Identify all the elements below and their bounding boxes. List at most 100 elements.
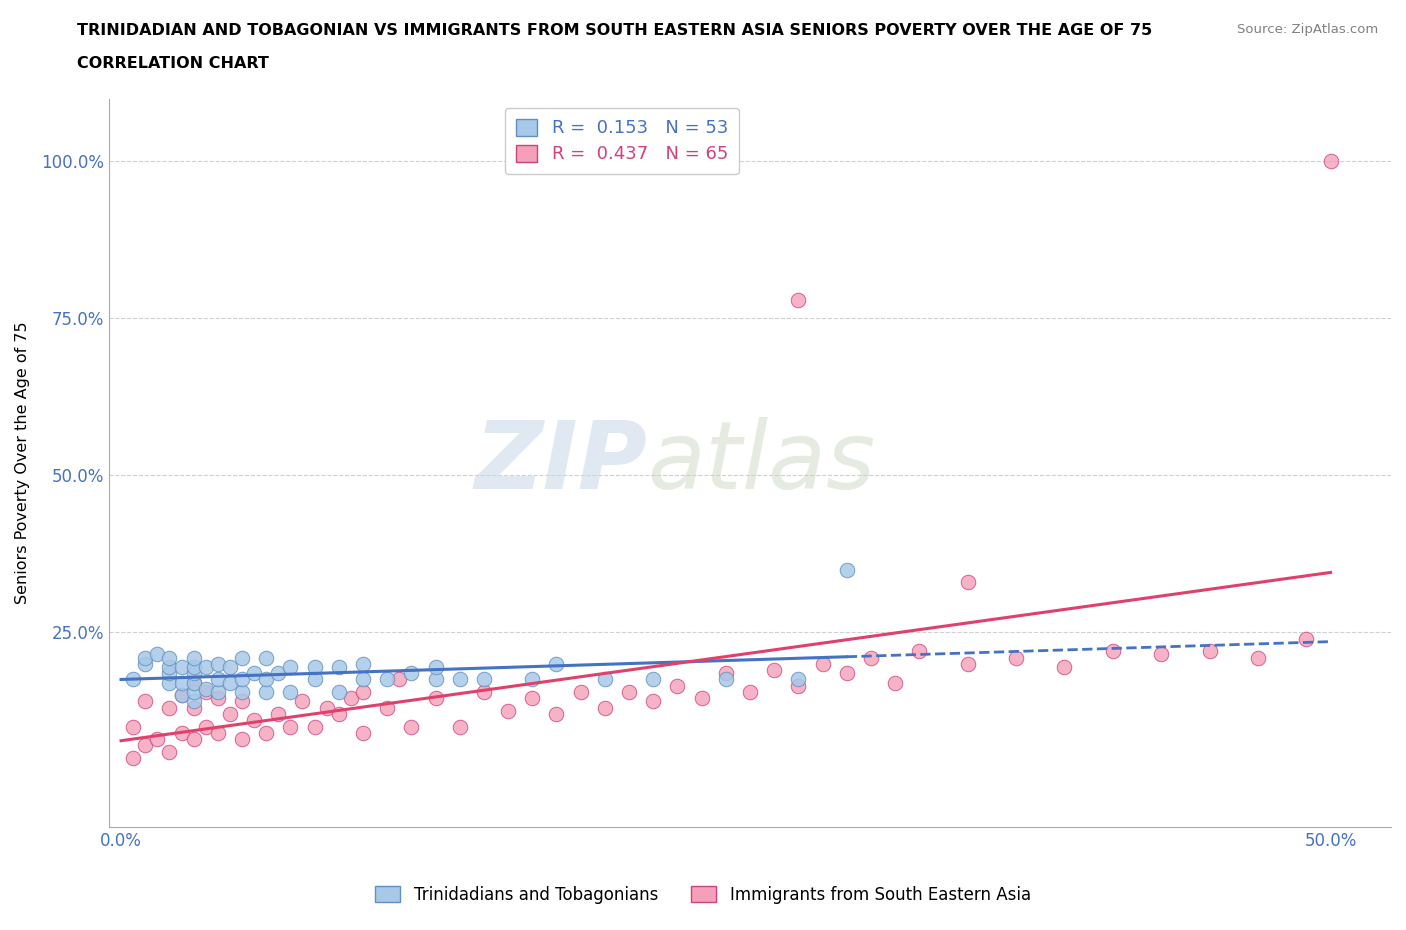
Point — [207, 672, 229, 687]
Point — [134, 657, 156, 671]
Point — [496, 703, 519, 718]
Point — [690, 691, 713, 706]
Point — [134, 738, 156, 753]
Point — [472, 672, 495, 687]
Point — [243, 666, 266, 681]
Point — [787, 672, 810, 687]
Point — [159, 650, 181, 665]
Text: TRINIDADIAN AND TOBAGONIAN VS IMMIGRANTS FROM SOUTH EASTERN ASIA SENIORS POVERTY: TRINIDADIAN AND TOBAGONIAN VS IMMIGRANTS… — [77, 23, 1153, 38]
Point — [219, 659, 242, 674]
Point — [340, 691, 363, 706]
Point — [231, 694, 253, 709]
Point — [401, 719, 423, 734]
Point — [787, 292, 810, 307]
Point — [231, 672, 253, 687]
Point — [1101, 644, 1123, 658]
Point — [254, 725, 277, 740]
Point — [267, 666, 290, 681]
Point — [304, 659, 326, 674]
Point — [1247, 650, 1270, 665]
Point — [352, 684, 374, 699]
Point — [1053, 659, 1076, 674]
Point — [569, 684, 592, 699]
Point — [328, 707, 350, 722]
Point — [811, 657, 834, 671]
Y-axis label: Seniors Poverty Over the Age of 75: Seniors Poverty Over the Age of 75 — [15, 322, 30, 604]
Point — [352, 725, 374, 740]
Point — [219, 675, 242, 690]
Point — [183, 666, 205, 681]
Point — [546, 657, 568, 671]
Point — [183, 684, 205, 699]
Point — [1150, 647, 1173, 662]
Point — [159, 744, 181, 759]
Point — [787, 678, 810, 693]
Point — [956, 657, 979, 671]
Point — [194, 659, 217, 674]
Point — [207, 725, 229, 740]
Point — [194, 684, 217, 699]
Point — [738, 684, 761, 699]
Point — [280, 659, 302, 674]
Point — [146, 647, 169, 662]
Point — [194, 682, 217, 697]
Point — [254, 672, 277, 687]
Point — [159, 700, 181, 715]
Point — [593, 700, 616, 715]
Point — [170, 675, 193, 690]
Point — [146, 732, 169, 747]
Point — [835, 562, 858, 577]
Point — [375, 700, 398, 715]
Legend: R =  0.153   N = 53, R =  0.437   N = 65: R = 0.153 N = 53, R = 0.437 N = 65 — [505, 108, 740, 174]
Point — [183, 675, 205, 690]
Point — [449, 719, 471, 734]
Point — [328, 684, 350, 699]
Point — [231, 732, 253, 747]
Point — [449, 672, 471, 687]
Point — [388, 672, 411, 687]
Point — [859, 650, 882, 665]
Point — [122, 751, 145, 765]
Point — [352, 672, 374, 687]
Point — [643, 672, 665, 687]
Point — [170, 725, 193, 740]
Point — [714, 666, 737, 681]
Point — [425, 691, 447, 706]
Point — [375, 672, 398, 687]
Point — [183, 659, 205, 674]
Point — [315, 700, 337, 715]
Point — [522, 691, 544, 706]
Point — [1319, 154, 1341, 169]
Point — [352, 657, 374, 671]
Point — [134, 650, 156, 665]
Legend: Trinidadians and Tobagonians, Immigrants from South Eastern Asia: Trinidadians and Tobagonians, Immigrants… — [367, 878, 1039, 912]
Point — [170, 688, 193, 703]
Point — [122, 719, 145, 734]
Point — [666, 678, 689, 693]
Point — [194, 719, 217, 734]
Text: ZIP: ZIP — [475, 417, 647, 509]
Point — [643, 694, 665, 709]
Point — [159, 659, 181, 674]
Point — [425, 659, 447, 674]
Point — [763, 663, 786, 678]
Point — [908, 644, 931, 658]
Point — [183, 694, 205, 709]
Point — [1005, 650, 1028, 665]
Point — [884, 675, 907, 690]
Text: CORRELATION CHART: CORRELATION CHART — [77, 56, 269, 71]
Point — [593, 672, 616, 687]
Point — [472, 684, 495, 699]
Point — [267, 707, 290, 722]
Point — [183, 732, 205, 747]
Point — [425, 672, 447, 687]
Point — [328, 659, 350, 674]
Point — [183, 675, 205, 690]
Text: atlas: atlas — [647, 418, 876, 509]
Point — [183, 700, 205, 715]
Point — [207, 691, 229, 706]
Point — [304, 719, 326, 734]
Point — [956, 575, 979, 590]
Point — [159, 675, 181, 690]
Point — [1295, 631, 1317, 646]
